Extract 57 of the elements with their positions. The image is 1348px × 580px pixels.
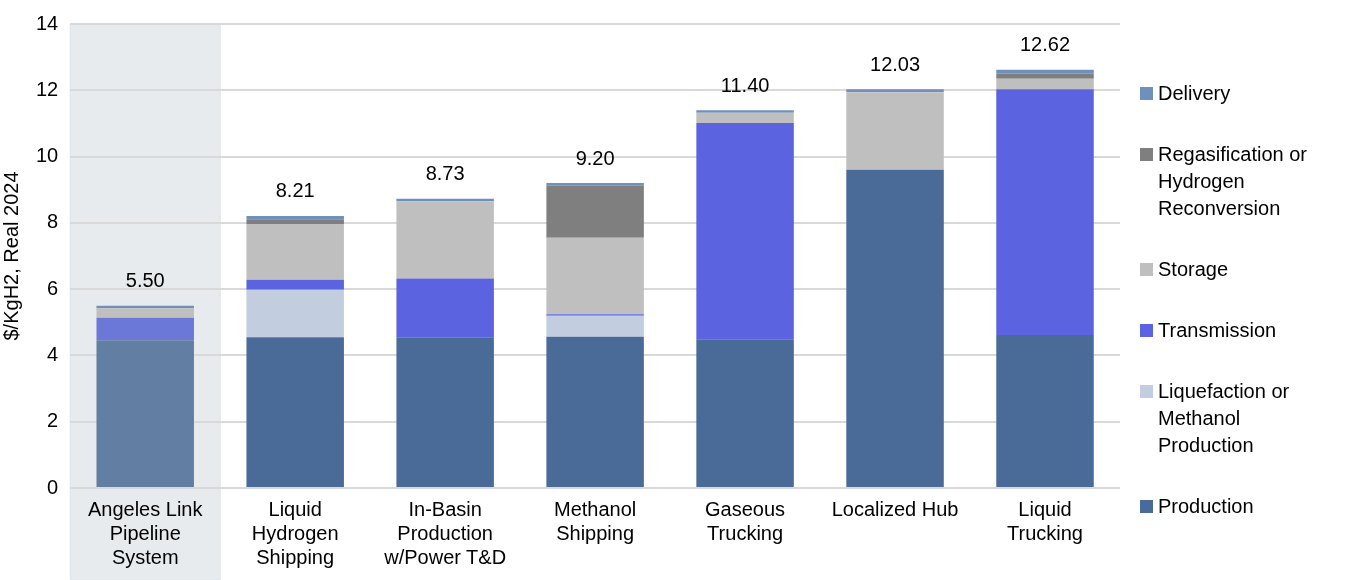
bar: [696, 110, 794, 113]
bar: [96, 317, 194, 341]
bar: [246, 224, 344, 280]
bar: [246, 279, 344, 290]
bar: [696, 339, 794, 487]
y-axis-title: $/KgH2, Real 2024: [0, 171, 22, 341]
total-label: 9.20: [575, 146, 615, 169]
total-label: 12.03: [870, 52, 921, 75]
x-tick-label: In-Basin Production w/Power T&D: [383, 497, 507, 568]
bar: [396, 278, 494, 338]
bar: [246, 215, 344, 220]
bar: [546, 315, 644, 337]
y-tick-label: 0: [47, 475, 59, 498]
bar: [96, 340, 194, 487]
x-tick-label: Methanol Shipping: [553, 497, 637, 544]
total-label: 11.40: [720, 73, 770, 96]
bar: [996, 89, 1094, 335]
y-tick-label: 12: [36, 77, 59, 100]
bar: [846, 169, 944, 487]
bar: [546, 237, 644, 315]
total-label: 12.62: [1019, 33, 1071, 56]
bar: [846, 89, 944, 93]
bar: [996, 78, 1094, 90]
x-tick-label: Localized Hub: [831, 497, 959, 520]
legend-label: Liquefaction or Methanol Production: [1158, 379, 1291, 458]
total-label: 5.50: [125, 269, 165, 292]
bar: [546, 185, 644, 238]
bar: [246, 219, 344, 225]
bar: [96, 308, 194, 318]
total-label: 8.21: [275, 179, 315, 202]
y-tick-label: 8: [47, 210, 59, 233]
bar: [246, 289, 344, 338]
x-tick-label: Angeles Link Pipeline System: [87, 497, 204, 568]
bar: [546, 183, 644, 186]
bar: [246, 337, 344, 487]
legend-label: Regasification or Hydrogen Reconversion: [1158, 142, 1308, 221]
bar: [846, 92, 944, 170]
y-tick-label: 6: [47, 276, 59, 299]
x-tick-label: Liquid Hydrogen Shipping: [251, 497, 339, 568]
bar: [396, 337, 494, 487]
legend-label: Storage: [1158, 257, 1229, 282]
legend-label: Production: [1158, 494, 1254, 519]
bar: [696, 123, 794, 340]
legend-label: Delivery: [1158, 81, 1231, 106]
total-label: 8.73: [425, 162, 465, 185]
legend-label: Transmission: [1158, 318, 1277, 343]
x-tick-label: Liquid Trucking: [1007, 497, 1083, 544]
y-tick-label: 4: [47, 342, 59, 365]
bar: [696, 112, 794, 124]
y-tick-label: 10: [36, 144, 59, 167]
bar: [996, 73, 1094, 79]
bar: [996, 334, 1094, 487]
bar: [396, 201, 494, 279]
y-tick-label: 2: [47, 409, 59, 432]
y-tick-label: 14: [36, 11, 59, 34]
x-tick-label: Gaseous Trucking: [705, 497, 786, 544]
bar: [546, 336, 644, 487]
